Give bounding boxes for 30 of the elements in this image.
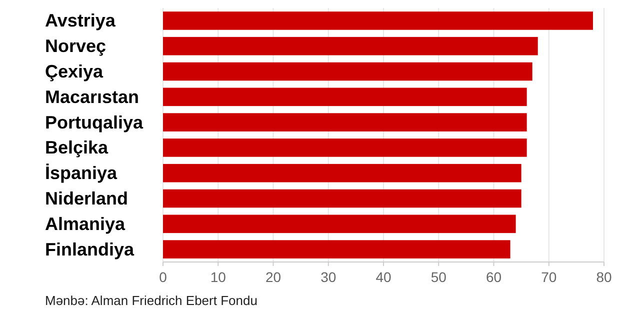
x-tick-label: 30 (320, 269, 336, 285)
x-tick-label: 10 (210, 269, 226, 285)
bar (163, 164, 522, 182)
bar (163, 12, 593, 30)
y-tick-label: Finlandiya (45, 239, 136, 260)
x-tick-label: 60 (486, 269, 502, 285)
x-tick-label: 80 (596, 269, 612, 285)
bar (163, 189, 522, 208)
bar (163, 138, 527, 157)
bar (163, 36, 538, 56)
bar (163, 62, 532, 81)
x-tick-label: 20 (265, 269, 282, 285)
bar (163, 88, 527, 106)
y-tick-label: Çexiya (45, 62, 104, 82)
y-tick-label: İspaniya (45, 163, 118, 184)
bar (163, 113, 527, 132)
y-tick-label: Belçika (45, 138, 110, 158)
y-tick-label: Almaniya (45, 214, 126, 234)
x-tick-label: 0 (159, 269, 168, 285)
y-tick-label: Avstriya (45, 10, 116, 31)
x-tick-label: 40 (376, 269, 392, 285)
bar (163, 240, 510, 258)
bar (163, 214, 516, 234)
y-tick-label: Niderland (45, 188, 128, 208)
x-tick-label: 50 (430, 269, 447, 285)
y-tick-label: Macarıstan (45, 86, 140, 107)
y-tick-label: Norveç (45, 36, 106, 56)
x-tick-label: 70 (541, 269, 557, 285)
y-tick-label: Portuqaliya (45, 112, 144, 132)
text: Mənbə: Alman Friedrich Ebert Fondu (45, 293, 258, 308)
